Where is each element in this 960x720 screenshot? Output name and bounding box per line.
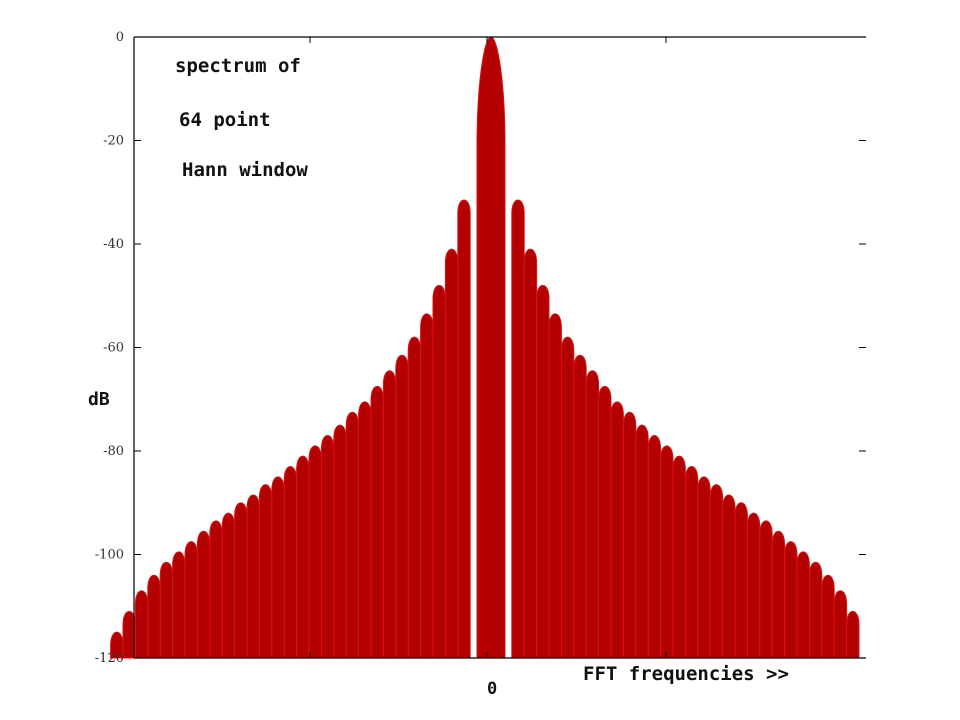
sidelobe-right bbox=[746, 512, 761, 659]
sidelobe-right bbox=[784, 541, 798, 659]
y-tick-label: -120 bbox=[95, 651, 124, 666]
sidelobe-left bbox=[221, 512, 236, 659]
sidelobe-left bbox=[432, 284, 446, 659]
y-tick-label: -80 bbox=[103, 444, 124, 459]
sidelobe-left bbox=[122, 610, 136, 659]
sidelobe-left bbox=[209, 520, 223, 659]
sidelobe-right bbox=[598, 385, 612, 659]
sidelobe-left bbox=[234, 502, 248, 659]
sidelobe-right bbox=[548, 313, 562, 659]
sidelobe-left bbox=[382, 370, 397, 659]
x-tick-label-zero: 0 bbox=[487, 679, 497, 699]
sidelobe-right bbox=[833, 590, 848, 659]
sidelobe-right bbox=[821, 574, 835, 659]
sidelobe-right bbox=[647, 434, 662, 659]
y-axis-label: dB bbox=[88, 389, 110, 410]
sidelobe-right bbox=[672, 455, 686, 659]
x-ticks bbox=[309, 37, 667, 658]
sidelobe-right bbox=[796, 551, 810, 659]
sidelobe-right bbox=[523, 248, 538, 659]
sidelobe-right bbox=[684, 466, 699, 659]
sidelobe-right bbox=[511, 199, 525, 659]
y-tick-label: 0 bbox=[116, 30, 124, 45]
sidelobe-right bbox=[635, 424, 649, 659]
y-tick-label: -100 bbox=[95, 548, 124, 563]
sidelobe-left bbox=[420, 313, 434, 659]
y-tick-label: -40 bbox=[103, 237, 124, 252]
annotation-line-1: spectrum of bbox=[175, 55, 301, 77]
sidelobe-right bbox=[622, 411, 637, 659]
sidelobe-right bbox=[573, 354, 587, 659]
sidelobe-left bbox=[110, 631, 124, 659]
sidelobe-left bbox=[407, 336, 422, 659]
x-axis-label: FFT frequencies >> bbox=[583, 663, 789, 685]
sidelobe-right bbox=[734, 502, 748, 659]
sidelobe-left bbox=[395, 354, 409, 659]
sidelobe-left bbox=[196, 530, 211, 659]
sidelobe-left bbox=[283, 466, 298, 659]
y-tick-label: -60 bbox=[103, 341, 124, 356]
sidelobe-right bbox=[722, 494, 736, 659]
sidelobe-left bbox=[246, 494, 260, 659]
sidelobe-left bbox=[184, 541, 198, 659]
annotation-line-2: 64 point bbox=[179, 109, 271, 131]
sidelobe-left bbox=[457, 199, 471, 659]
sidelobe-right bbox=[697, 476, 711, 659]
sidelobe-left bbox=[358, 401, 372, 659]
sidelobe-right bbox=[808, 561, 823, 659]
sidelobe-left bbox=[370, 385, 384, 659]
sidelobe-left bbox=[333, 424, 347, 659]
sidelobe-group bbox=[110, 36, 860, 659]
sidelobe-left bbox=[320, 434, 335, 659]
sidelobe-left bbox=[258, 484, 273, 659]
sidelobe-left bbox=[147, 574, 161, 659]
sidelobe-right bbox=[846, 610, 860, 659]
y-ticks: 0 -20 -40 -60 -80 -100 -120 bbox=[95, 30, 866, 666]
sidelobe-right bbox=[759, 520, 773, 659]
sidelobe-right bbox=[585, 370, 600, 659]
main-lobe bbox=[476, 36, 506, 659]
sidelobe-right bbox=[660, 445, 674, 659]
sidelobe-left bbox=[271, 476, 285, 659]
annotation-line-3: Hann window bbox=[182, 159, 308, 181]
sidelobe-right bbox=[771, 530, 786, 659]
sidelobe-left bbox=[345, 411, 360, 659]
y-tick-label: -20 bbox=[103, 134, 124, 149]
sidelobe-right bbox=[560, 336, 575, 659]
sidelobe-left bbox=[296, 455, 310, 659]
sidelobe-right bbox=[536, 284, 550, 659]
sidelobe-left bbox=[308, 445, 322, 659]
sidelobe-left bbox=[444, 248, 459, 659]
sidelobe-right bbox=[610, 401, 624, 659]
sidelobe-left bbox=[134, 590, 149, 659]
sidelobe-left bbox=[159, 561, 174, 659]
sidelobe-left bbox=[172, 551, 186, 659]
sidelobe-right bbox=[709, 484, 724, 659]
